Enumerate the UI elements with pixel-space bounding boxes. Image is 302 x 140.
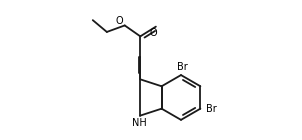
Text: O: O: [150, 28, 157, 38]
Text: Br: Br: [177, 62, 188, 72]
Text: O: O: [116, 16, 123, 26]
Text: Br: Br: [206, 104, 216, 114]
Text: NH: NH: [132, 118, 146, 128]
